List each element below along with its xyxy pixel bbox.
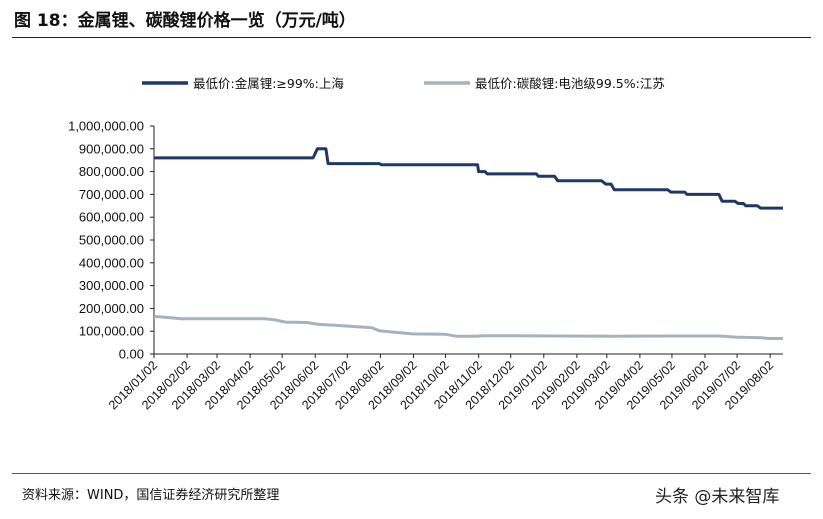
legend-label-lithium-carbonate: 最低价:碳酸锂:电池级99.5%:江苏: [475, 76, 665, 91]
y-tick-label: 600,000.00: [79, 210, 144, 225]
source-note: 资料来源：WIND，国信证券经济研究所整理: [22, 488, 280, 503]
chart-legend: 最低价:金属锂:≥99%:上海 最低价:碳酸锂:电池级99.5%:江苏: [142, 76, 665, 91]
title-divider: [12, 37, 811, 38]
series-line-lithium-metal: [154, 147, 783, 210]
figure-title: 图 18：金属锂、碳酸锂价格一览（万元/吨）: [14, 11, 356, 31]
watermark-text: 头条 @未来智库: [655, 487, 780, 507]
y-tick-label: 300,000.00: [79, 278, 144, 293]
x-axis: 2018/01/022018/02/022018/03/022018/04/02…: [106, 353, 783, 412]
footer-divider: [12, 473, 811, 474]
series-layer: [153, 147, 783, 340]
y-tick-label: 100,000.00: [79, 324, 144, 339]
y-axis: 1,000,000.00 900,000.00 800,000.00 700,000.…: [68, 119, 155, 362]
y-tick-label: 500,000.00: [79, 233, 144, 248]
y-tick-label: 1,000,000.00: [68, 119, 144, 134]
y-tick-label: 800,000.00: [79, 164, 144, 179]
series-line-lithium-carbonate: [153, 314, 783, 340]
y-tick-label: 400,000.00: [79, 255, 144, 270]
y-tick-label: 700,000.00: [79, 187, 144, 202]
price-line-chart: 最低价:金属锂:≥99%:上海 最低价:碳酸锂:电池级99.5%:江苏 1,00…: [68, 76, 783, 412]
y-tick-label: 0.00: [119, 347, 144, 362]
y-tick-label: 200,000.00: [79, 301, 144, 316]
y-tick-label: 900,000.00: [79, 141, 144, 156]
legend-label-lithium-metal: 最低价:金属锂:≥99%:上海: [193, 76, 344, 91]
